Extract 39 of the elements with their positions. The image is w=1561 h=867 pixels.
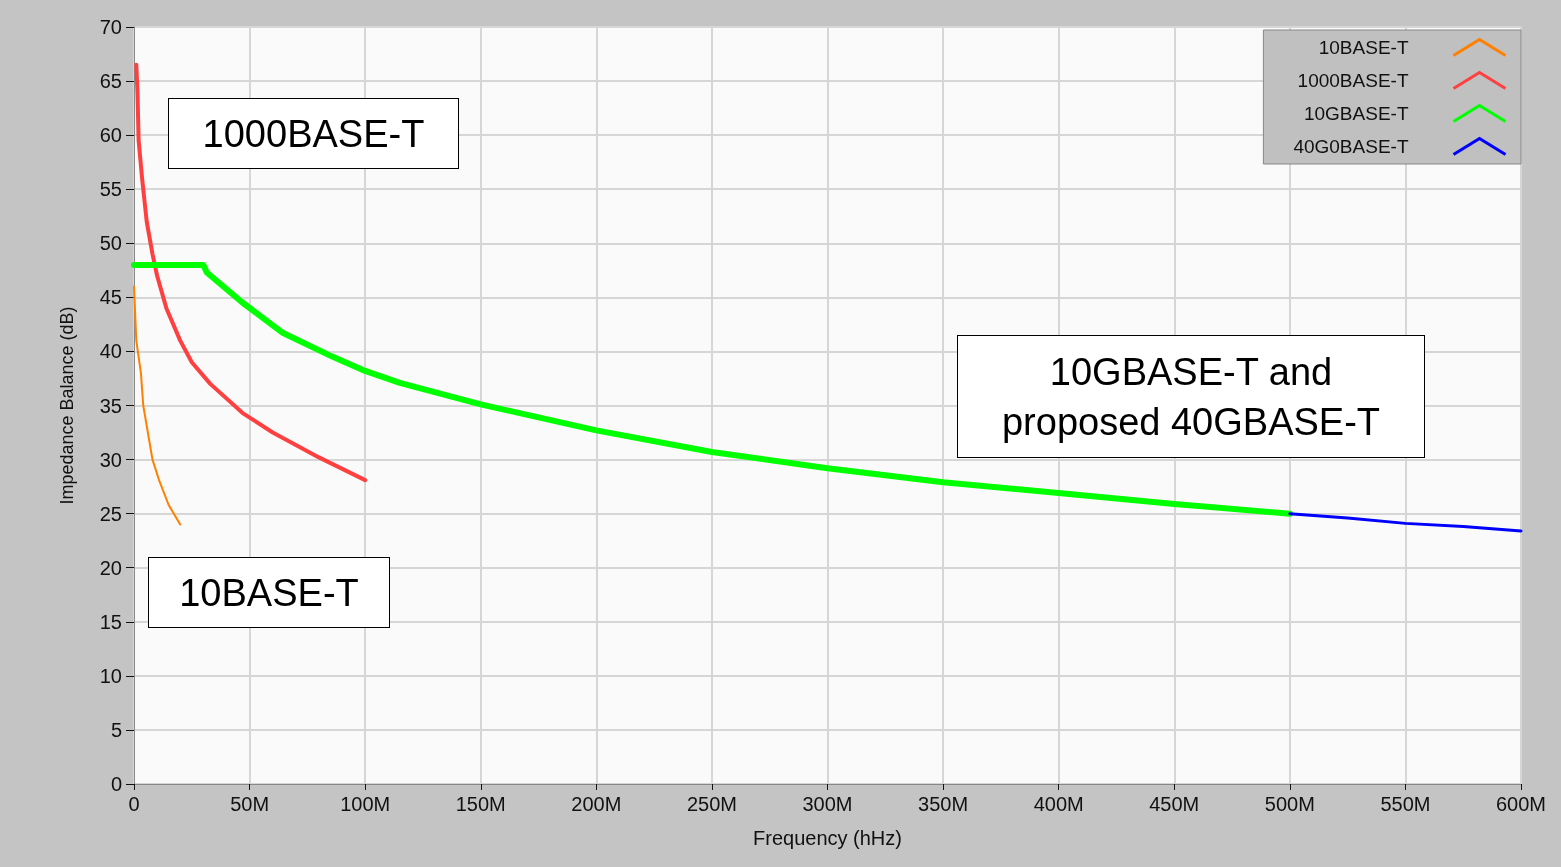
x-axis-title: Frequency (hHz) [753,827,902,849]
y-tick-label: 30 [99,448,122,471]
x-tick-label: 150M [455,793,506,815]
y-tick-label: 55 [99,178,122,201]
annotation: 1000BASE-T [168,98,459,169]
y-tick-label: 70 [99,16,122,38]
x-tick-label: 600M [1495,793,1547,815]
legend-label: 10GBASE-T [1303,103,1409,124]
x-tick-label: 0 [128,793,140,815]
x-tick-label: 450M [1149,793,1200,815]
x-tick-label: 200M [571,793,622,815]
legend-label: 1000BASE-T [1297,70,1409,91]
x-tick-label: 100M [340,793,391,815]
y-axis-title: Impedance Balance (dB) [57,306,77,505]
y-tick-label: 60 [99,124,122,147]
y-tick-label: 5 [110,718,122,741]
legend-label: 10BASE-T [1318,37,1409,58]
y-tick-label: 40 [99,340,122,363]
y-tick-label: 65 [99,70,122,93]
annotation: 10BASE-T [148,557,390,628]
y-tick-label: 0 [110,773,122,795]
y-tick-label: 20 [99,556,122,579]
x-tick-label: 500M [1264,793,1315,815]
y-tick-label: 25 [99,502,122,525]
y-tick-label: 50 [99,232,122,255]
y-tick-label: 35 [99,394,122,417]
annotation: 10GBASE-T and proposed 40GBASE-T [957,335,1425,458]
x-tick-label: 350M [918,793,969,815]
line-series [133,285,182,526]
y-tick-label: 45 [99,286,122,309]
y-tick-label: 15 [99,610,122,633]
line-series [1288,512,1523,533]
legend-label: 40G0BASE-T [1293,136,1409,157]
x-tick-label: 300M [802,793,853,815]
x-tick-label: 550M [1380,793,1431,815]
x-tick-label: 250M [686,793,737,815]
y-tick-label: 10 [99,664,122,687]
x-tick-label: 50M [230,793,270,815]
x-tick-label: 400M [1033,793,1084,815]
